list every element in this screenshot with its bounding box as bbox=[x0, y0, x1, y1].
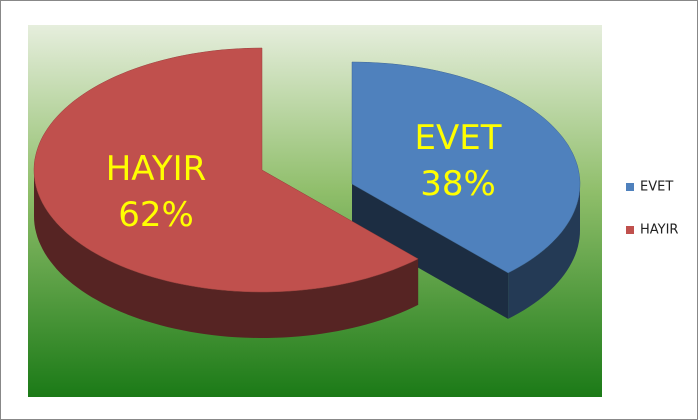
slice-side bbox=[34, 170, 419, 338]
pie-slice bbox=[351, 61, 581, 319]
slice-top bbox=[351, 61, 581, 274]
slice-side bbox=[508, 184, 580, 319]
legend-label: EVET bbox=[640, 180, 673, 195]
data-label-category: EVET bbox=[415, 118, 502, 158]
data-label-category: HAYIR bbox=[106, 149, 207, 189]
slice-wall bbox=[352, 184, 509, 319]
legend-label: HAYIR bbox=[640, 223, 678, 238]
data-label-value: 62% bbox=[118, 195, 194, 235]
legend-swatch bbox=[626, 226, 634, 234]
data-label-value: 38% bbox=[420, 164, 496, 204]
pie-slice bbox=[33, 47, 419, 338]
legend-swatch bbox=[626, 183, 634, 191]
slice-top bbox=[33, 47, 419, 293]
